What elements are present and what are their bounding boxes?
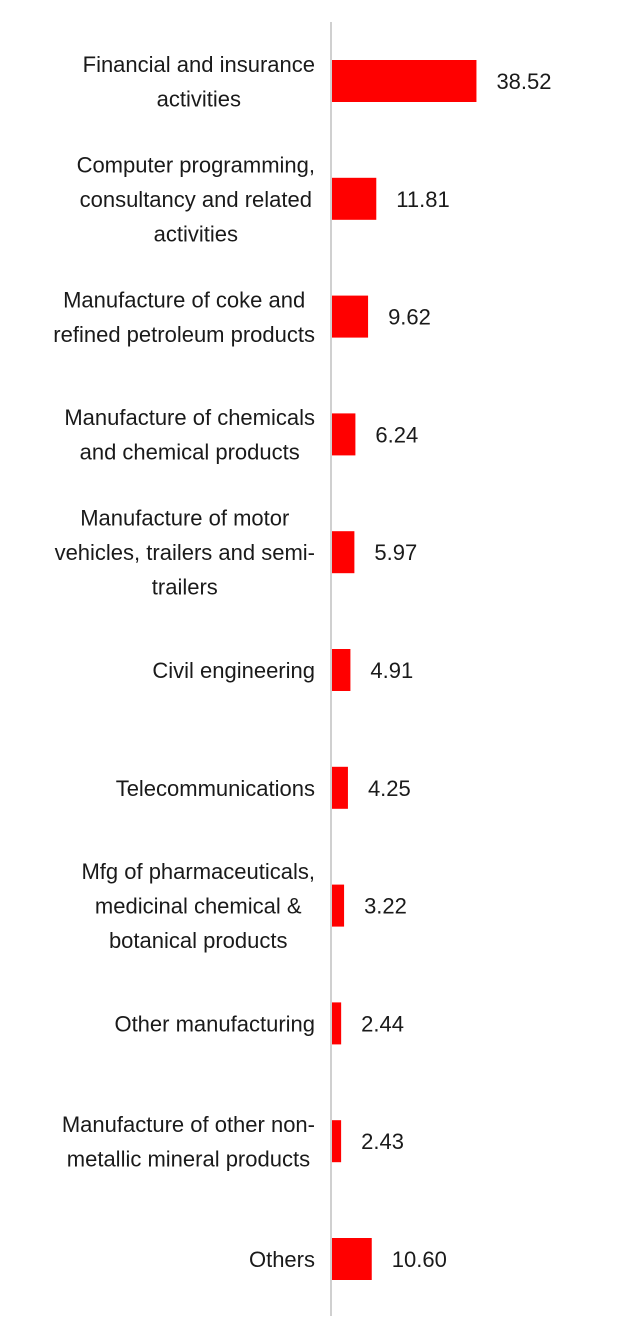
bar — [332, 1238, 372, 1280]
category-label-line: activities — [157, 86, 241, 111]
category-label-line: vehicles, trailers and semi- — [55, 540, 315, 565]
bar — [332, 177, 377, 220]
category-label-line: medicinal chemical & — [95, 894, 302, 919]
category-label: Civil engineering — [152, 658, 315, 683]
category-label-line: activities — [154, 221, 238, 246]
bar — [332, 766, 348, 809]
category-label-line: and chemical products — [80, 440, 300, 465]
category-label-line: trailers — [152, 575, 218, 600]
category-label: Manufacture of coke and refined petroleum… — [53, 287, 315, 347]
bars-group — [332, 60, 477, 1280]
data-label: 10.60 — [392, 1247, 447, 1272]
data-label: 38.52 — [496, 69, 551, 94]
category-label-line: metallic mineral products — [67, 1146, 310, 1171]
category-label-line: Manufacture of other non- — [62, 1112, 315, 1137]
category-label: Others — [249, 1247, 315, 1272]
category-label-line: refined petroleum products — [53, 322, 315, 347]
category-label-line: Manufacture of chemicals — [64, 405, 315, 430]
data-label: 4.91 — [370, 658, 413, 683]
data-label: 2.43 — [361, 1129, 404, 1154]
category-label-line: Manufacture of motor — [80, 506, 289, 531]
bar — [332, 884, 345, 927]
category-label-line: consultancy and related — [80, 187, 312, 212]
data-label: 11.81 — [396, 187, 449, 212]
bar — [332, 1120, 342, 1163]
category-label: Telecommunications — [116, 776, 315, 801]
category-label: Mfg of pharmaceuticals, medicinal chemica… — [81, 859, 315, 953]
category-label-line: Mfg of pharmaceuticals, — [81, 859, 315, 884]
category-label: Manufacture of chemicals and chemical pro… — [64, 405, 315, 465]
category-label-line: Civil engineering — [152, 658, 315, 683]
data-label: 3.22 — [364, 894, 407, 919]
data-label: 6.24 — [375, 422, 418, 447]
bar — [332, 60, 477, 102]
bar — [332, 531, 355, 574]
data-label: 2.44 — [361, 1011, 404, 1036]
data-label: 4.25 — [368, 776, 411, 801]
category-label-line: botanical products — [109, 928, 288, 953]
category-label: Other manufacturing — [114, 1011, 315, 1036]
bar — [332, 649, 351, 691]
bar — [332, 413, 356, 456]
labels-group: 38.52 Financial and insurance activities 11… — [53, 52, 551, 1272]
category-label-line: Other manufacturing — [114, 1011, 315, 1036]
data-label: 5.97 — [374, 540, 417, 565]
category-label-line: Others — [249, 1247, 315, 1272]
category-label: Manufacture of other non-metallic minera… — [62, 1112, 315, 1172]
category-label-line: Computer programming, — [77, 152, 315, 177]
data-label: 9.62 — [388, 305, 431, 330]
category-label-line: Manufacture of coke and — [63, 287, 305, 312]
category-label-line: Financial and insurance — [83, 52, 315, 77]
category-label: Manufacture of motor vehicles, trailers a… — [55, 506, 315, 600]
bar — [332, 295, 369, 338]
bar — [332, 1002, 342, 1045]
category-label-line: Telecommunications — [116, 776, 315, 801]
category-label: Computer programming, consultancy and rel… — [77, 152, 315, 246]
category-label: Financial and insurance activities — [83, 52, 315, 112]
